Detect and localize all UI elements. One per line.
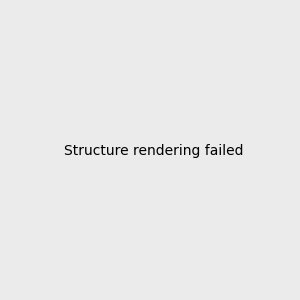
Text: Structure rendering failed: Structure rendering failed <box>64 145 244 158</box>
